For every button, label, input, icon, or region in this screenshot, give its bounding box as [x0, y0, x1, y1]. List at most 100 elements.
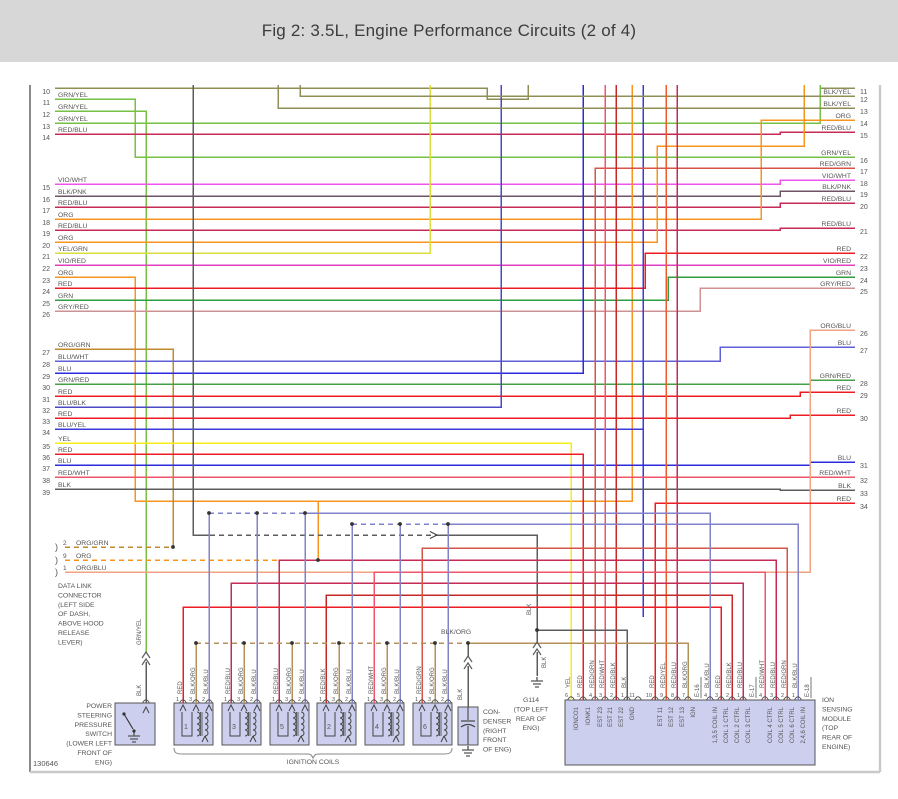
right-wire-number: 18: [860, 181, 868, 188]
coil-number: 4: [375, 724, 379, 731]
junction-dot: [535, 628, 539, 632]
pin-connector-icon: [179, 699, 187, 704]
right-wire-number: 16: [860, 158, 868, 165]
ground-icon: [462, 746, 474, 757]
coil-pin-number: 3: [332, 697, 335, 703]
wire-blk: [537, 629, 628, 700]
left-wire-number: 15: [42, 185, 50, 192]
coil-winding: [435, 711, 440, 737]
coil-pin-number: 3: [189, 697, 192, 703]
pss-caption: ENG): [95, 759, 112, 766]
left-wire-label: ORG: [58, 235, 73, 242]
left-wire-label: GRN: [58, 293, 73, 300]
module-signal-label: COIL 1 CTRL: [724, 706, 730, 743]
pss-pin-arrow-icon: [142, 705, 150, 714]
right-wire-label: BLK/YEL: [823, 89, 851, 96]
module-signal-label: EST 11: [658, 706, 664, 726]
wire-gry-red: [55, 287, 855, 312]
right-wire-label: RED/BLU: [822, 196, 852, 203]
right-wire-number: 32: [860, 478, 868, 485]
module-signal-label: COIL 6 CTRL: [790, 706, 796, 743]
pin-connector-icon: [205, 699, 213, 704]
coil-primary: [420, 712, 432, 737]
pin-connector-icon: [772, 696, 780, 701]
coil-primary: [372, 712, 384, 737]
dlc-caption: OF DASH,: [58, 611, 90, 618]
right-wire-label: RED: [837, 408, 851, 415]
dlc-caption: ABOVE HOOD: [58, 621, 104, 628]
pin-connector-icon: [739, 696, 747, 701]
left-wire-label: BLU/BLK: [58, 400, 86, 407]
pin-connector-icon: [579, 696, 587, 701]
module-pin-number: 10: [646, 693, 652, 699]
dlc-pin-number: 1: [63, 565, 67, 572]
pin-connector-icon: [227, 699, 235, 704]
module-caption: ENGINE): [822, 744, 850, 751]
coil-pin-number: 2: [393, 697, 396, 703]
module-signal-label: 2,4,6 COIL IN: [801, 707, 807, 743]
dlc-pin-bracket: ): [55, 542, 58, 552]
left-wire-label: RED/WHT: [58, 470, 90, 477]
right-wire-number: 14: [860, 121, 868, 128]
g114-wire-label: BLK: [542, 657, 548, 668]
coil-winding: [395, 711, 400, 737]
junction-dot: [255, 511, 259, 515]
module-pin-number: 2: [610, 693, 613, 699]
left-wire-label: RED: [58, 411, 72, 418]
module-wire-label: RED/BLU: [672, 662, 678, 688]
switch-contact: [132, 729, 136, 733]
coil-pin-number: 2: [441, 697, 444, 703]
left-wire-label: GRN/YEL: [58, 104, 88, 111]
right-wire-label: GRN: [836, 270, 851, 277]
pin-connector-icon: [418, 699, 426, 704]
pin-connector-icon: [253, 699, 261, 704]
coil-winding: [204, 711, 209, 737]
right-wire-number: 24: [860, 278, 868, 285]
left-wire-label: VIO/WHT: [58, 177, 87, 184]
pin-connector-icon: [684, 696, 692, 701]
ignition-coils-caption: IGNITION COILS: [287, 759, 340, 766]
right-wire-label: ORG: [836, 113, 851, 120]
coil-pin-arrow-icon: [383, 703, 391, 712]
pss-caption: PRESSURE: [75, 722, 113, 729]
coil-winding: [339, 711, 344, 737]
left-wire-number: 38: [42, 478, 50, 485]
coil-wire-label: RED: [178, 681, 184, 694]
coil-wire-label: BLK/ORG: [191, 667, 197, 694]
right-wire-label: RED: [837, 496, 851, 503]
coil-pin-number: 1: [319, 697, 322, 703]
left-wire-number: 16: [42, 197, 50, 204]
wire-red-blu: [278, 559, 777, 703]
spark-gap-icon: [297, 735, 305, 743]
coil-winding: [300, 711, 305, 737]
pin-connector-icon: [396, 699, 404, 704]
figure-title-bar: Fig 2: 3.5L, Engine Performance Circuits…: [0, 0, 898, 62]
left-wire-number: 30: [42, 385, 50, 392]
right-wire-number: 17: [860, 169, 868, 176]
module-signal-label: EST 12: [669, 706, 675, 727]
pin-connector-icon: [192, 699, 200, 704]
g114-caption: (TOP LEFT: [514, 706, 549, 713]
junction-dot: [350, 522, 354, 526]
right-wire-number: 28: [860, 381, 868, 388]
junction-dot: [194, 641, 198, 645]
left-wire-number: 35: [42, 444, 50, 451]
blk-org-bus-label: BLK/ORG: [441, 629, 471, 636]
coil-primary: [324, 712, 336, 737]
module-pin-number: 2: [781, 693, 784, 699]
left-wire-number: 10: [42, 89, 50, 96]
left-wire-label: GRN/YEL: [58, 116, 88, 123]
wire-blu-wht: [55, 346, 855, 362]
pin-connector-icon: [706, 696, 714, 701]
right-wire-number: 22: [860, 254, 868, 261]
pin-connector-icon: [567, 696, 575, 701]
inline-connector-icon: [463, 654, 473, 670]
condenser-caption: OF ENG): [483, 747, 511, 754]
module-signal-label: IGN: [691, 707, 697, 718]
wire-yel-grn: [55, 85, 431, 254]
module-signal-label: GND: [630, 706, 636, 720]
pss-wire-label: GRN/YEL: [137, 618, 143, 645]
module-signal-label: COIL 4 CTRL: [768, 706, 774, 743]
dlc-pin-bracket: ): [55, 567, 58, 577]
wire-blk-org: [468, 642, 689, 700]
